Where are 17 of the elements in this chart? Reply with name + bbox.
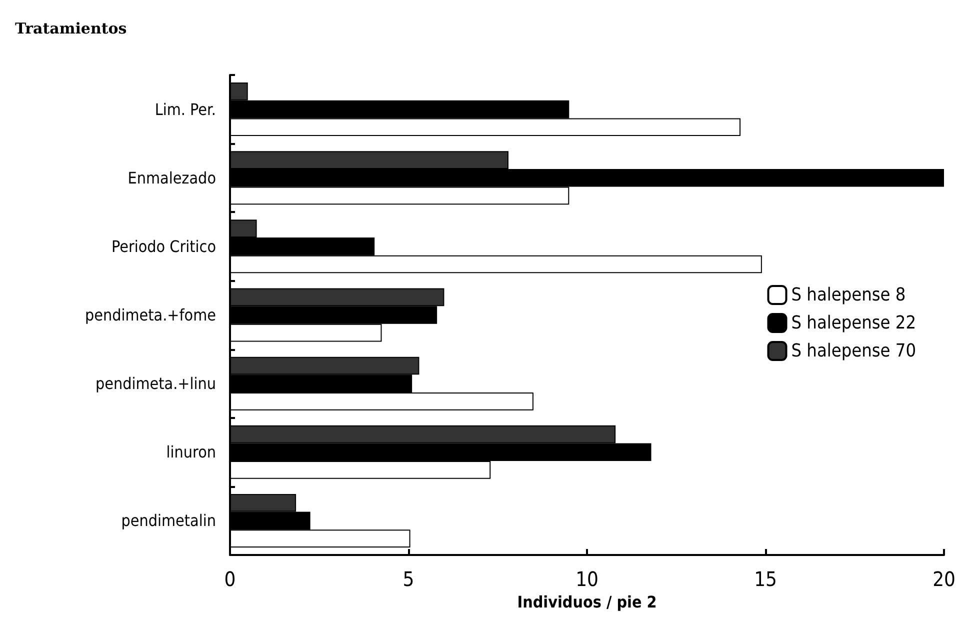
- legend-label: S halepense 8: [791, 284, 906, 306]
- y-tick-label: pendimeta.+fome: [85, 306, 216, 324]
- x-tick-label: 15: [754, 567, 777, 591]
- x-tick-label: 5: [402, 567, 414, 591]
- y-tick-label: Enmalezado: [128, 168, 216, 188]
- x-axis-title: Individuos / pie 2: [517, 592, 657, 612]
- x-tick-label: 10: [576, 567, 598, 591]
- y-tick-label: Lim. Per.: [154, 100, 216, 119]
- y-tick-label: pendimetalin: [121, 511, 216, 530]
- legend-label: S halepense 70: [791, 340, 916, 362]
- x-tick-label: 0: [224, 567, 236, 591]
- y-tick-label: Periodo Critico: [111, 236, 216, 256]
- text: Tratamientos: [15, 20, 127, 38]
- y-tick-label: linuron: [166, 442, 216, 462]
- y-tick-label: pendimeta.+linu: [96, 374, 216, 394]
- x-tick-label: 20: [932, 567, 956, 591]
- legend-label: S halepense 22: [791, 312, 916, 334]
